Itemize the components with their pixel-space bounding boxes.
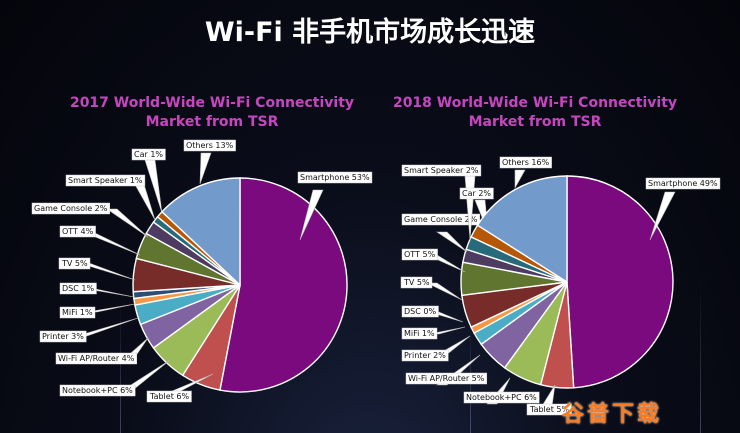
label-box (463, 391, 540, 404)
pie-slice-smartphone (219, 177, 348, 393)
chart-2018-title: 2018 World-Wide Wi-Fi Connectivity Marke… (392, 95, 678, 130)
callout-pointer (299, 189, 324, 241)
slice-label-wi-fi-ap-router: Wi-Fi AP/Router 5% (408, 374, 485, 383)
label-box (401, 164, 482, 177)
slice-label-tv: TV 5% (403, 278, 430, 287)
slice-label-tablet: Tablet 6% (149, 392, 189, 401)
slice-label-wi-fi-ap-router: Wi-Fi AP/Router 4% (58, 354, 135, 363)
slice-label-tv: TV 5% (61, 259, 88, 268)
slice-label-mifi: MiFi 1% (404, 329, 435, 338)
callout-pointer (199, 152, 212, 185)
pie-2018: Smartphone 49% Tablet 5% Notebook+PC 6% Wi-… (400, 156, 721, 416)
label-box (39, 330, 87, 343)
label-box (65, 174, 146, 187)
slice-label-car: Car 1% (134, 150, 163, 159)
callout-pointer (436, 231, 468, 253)
label-box (31, 202, 110, 215)
slice-label-notebook-pc: Notebook+PC 6% (466, 393, 537, 402)
pie-slice-others (476, 175, 568, 284)
light-streak (120, 300, 121, 433)
label-box (183, 139, 236, 152)
label-box (401, 327, 438, 340)
pie-2017: Smartphone 53% Tablet 6% Notebook+PC 6% Wi-… (31, 139, 373, 403)
callout-pointer (514, 169, 526, 190)
light-streak (700, 280, 701, 433)
callout-pointer (426, 282, 463, 301)
slice-label-smartphone: Smartphone 49% (648, 179, 718, 188)
label-box (131, 148, 166, 161)
label-box (526, 403, 572, 416)
label-box (297, 171, 373, 184)
slice-label-smart-speaker: Smart Speaker 2% (404, 166, 479, 175)
label-box (55, 352, 138, 365)
label-box (59, 384, 136, 397)
slice-label-mifi: MiFi 1% (62, 308, 93, 317)
slice-label-game-console: Game Console 2% (404, 215, 478, 224)
slice-label-printer: Printer 3% (42, 332, 84, 341)
slice-label-game-console: Game Console 2% (34, 204, 108, 213)
slice-label-dsc: DSC 1% (62, 284, 94, 293)
slice-label-dsc: DSC 0% (404, 307, 436, 316)
label-box (401, 349, 449, 362)
slice-label-car: Car 2% (462, 189, 491, 198)
label-box (59, 306, 96, 319)
slice-label-ott: OTT 4% (62, 227, 94, 236)
label-box (401, 305, 439, 318)
callout-pointer (464, 175, 476, 241)
callout-pointer (106, 208, 149, 238)
slice-label-tablet: Tablet 5% (529, 405, 569, 414)
label-box (400, 276, 433, 289)
label-box (499, 156, 552, 169)
callout-pointer (132, 180, 156, 221)
callout-pointer (541, 384, 556, 407)
page-title: Wi-Fi 非手机市场成长迅速 (204, 17, 536, 48)
watermark-logo: 谷普下载 (562, 402, 663, 427)
label-box (459, 187, 494, 200)
label-box (401, 248, 438, 261)
label-box (59, 225, 96, 238)
pie-slice-others (161, 177, 241, 287)
callout-pointer (649, 191, 676, 241)
slice-label-ott: OTT 5% (404, 250, 436, 259)
slice-label-others: Others 16% (502, 158, 550, 167)
slice-label-smart-speaker: Smart Speaker 1% (68, 176, 143, 185)
slice-label-smartphone: Smartphone 53% (300, 173, 370, 182)
label-box (645, 177, 721, 190)
chart-2017-title: 2017 World-Wide Wi-Fi Connectivity Marke… (69, 95, 355, 130)
slice-label-printer: Printer 2% (404, 351, 446, 360)
label-box (58, 257, 91, 270)
label-box (401, 213, 480, 226)
label-box (59, 282, 97, 295)
label-box (146, 390, 192, 403)
label-box (405, 372, 488, 385)
slice-label-notebook-pc: Notebook+PC 6% (62, 386, 133, 395)
pie-slice-smartphone (566, 175, 674, 389)
slice-label-others: Others 13% (186, 141, 234, 150)
